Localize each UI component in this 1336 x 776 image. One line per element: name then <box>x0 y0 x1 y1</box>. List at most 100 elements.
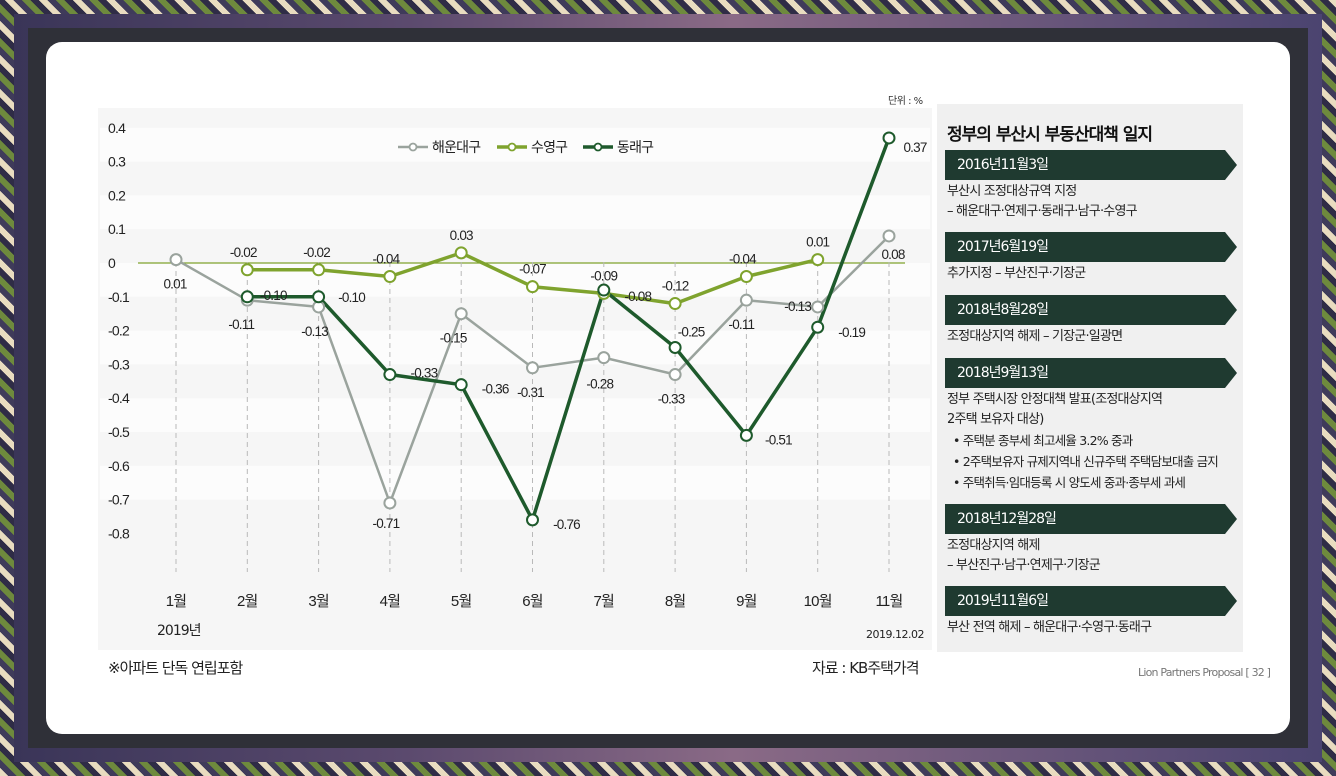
y-tick-label: 0.3 <box>108 154 126 170</box>
data-point <box>597 283 611 297</box>
data-point <box>739 270 753 284</box>
data-label: -0.33 <box>658 392 685 407</box>
data-label: -0.11 <box>729 317 755 332</box>
y-tick-label: -0.1 <box>108 289 130 305</box>
series-line <box>247 137 891 522</box>
data-label: -0.07 <box>519 262 546 277</box>
data-point <box>597 351 611 365</box>
data-label: 0.08 <box>881 247 904 262</box>
data-point <box>882 229 896 243</box>
x-tick-label: 11월 <box>876 593 903 610</box>
y-tick-label: -0.7 <box>108 492 130 508</box>
data-point <box>526 513 539 527</box>
data-point <box>383 270 397 284</box>
data-point <box>811 253 825 267</box>
event-text: 추가지정 – 부산진구·기장군 <box>947 266 1086 281</box>
y-tick-label: -0.4 <box>108 390 130 406</box>
footnote: ※아파트 단독 연립포함 <box>108 659 243 677</box>
data-point <box>312 263 326 277</box>
data-label: 0.03 <box>450 228 473 243</box>
x-tick-label: 4월 <box>380 593 401 610</box>
data-point <box>383 368 397 382</box>
data-label: 0.01 <box>163 277 186 292</box>
data-label: -0.13 <box>301 324 328 339</box>
event-date: 2016년11월3일 <box>945 150 1237 180</box>
timeline-event: 2016년11월3일 부산시 조정대상규역 지정 – 해운대구·연제구·동래구·… <box>945 150 1237 222</box>
data-label: -0.36 <box>482 382 509 397</box>
grid-band <box>100 330 930 365</box>
timeline-title: 정부의 부산시 부동산대책 일지 <box>947 125 1153 145</box>
page-footer: Lion Partners Proposal [ 32 ] <box>1138 666 1271 679</box>
event-text: 조정대상지역 해제 <box>947 538 1040 553</box>
data-point <box>454 307 468 321</box>
data-label: -0.31 <box>517 385 544 400</box>
y-tick-label: -0.3 <box>108 356 130 372</box>
data-label: -0.10 <box>260 288 287 303</box>
y-tick-label: 0.1 <box>108 221 126 237</box>
event-date: 2017년6월19일 <box>945 232 1237 262</box>
legend-label: 동래구 <box>617 139 654 155</box>
data-label: -0.28 <box>586 377 613 392</box>
data-label: -0.11 <box>228 317 254 332</box>
data-point <box>312 290 326 304</box>
data-point <box>668 341 682 354</box>
data-point <box>739 293 753 307</box>
data-label: -0.02 <box>230 245 257 260</box>
data-point <box>668 368 682 382</box>
data-point <box>169 253 183 267</box>
policy-timeline: 정부의 부산시 부동산대책 일지 2016년11월3일 부산시 조정대상규역 지… <box>937 104 1243 652</box>
data-point <box>383 496 397 510</box>
data-point <box>454 246 468 260</box>
y-tick-label: -0.5 <box>108 424 130 440</box>
grid-band <box>100 195 930 230</box>
timeline-event: 2018년8월28일 조정대상지역 해제 – 기장군·일광면 <box>945 295 1237 347</box>
event-date: 2018년8월28일 <box>945 295 1237 325</box>
source-label: 자료 : KB주택가격 <box>812 659 920 677</box>
line-chart: 0.4 0.3 0.2 0.1 0 -0.1 -0.2 -0.3 -0.4 -0.5 -0.6 -0.… <box>100 119 930 610</box>
grid-band <box>100 465 930 500</box>
event-bullet: • 주택분 종부세 최고세율 3.2% 중과 <box>953 433 1133 448</box>
data-label: -0.02 <box>303 245 330 260</box>
legend-swatch-marker <box>507 142 517 152</box>
data-label: -0.33 <box>411 366 438 381</box>
y-tick-label: 0 <box>108 255 116 271</box>
x-tick-label: 7월 <box>594 593 615 610</box>
event-text: 부산 전역 해제 – 해운대구·수영구·동래구 <box>947 620 1152 635</box>
data-label: -0.71 <box>373 516 400 531</box>
data-label: -0.19 <box>838 325 865 340</box>
legend-label: 수영구 <box>531 139 568 155</box>
x-tick-label: 6월 <box>522 593 543 610</box>
event-bullet: • 주택취득·임대등록 시 양도세 중과·종부세 과세 <box>953 475 1186 490</box>
y-tick-label: -0.2 <box>108 323 130 339</box>
event-text: – 부산진구·남구·연제구·기장군 <box>947 558 1101 573</box>
data-label: -0.08 <box>624 289 651 304</box>
event-text: 조정대상지역 해제 – 기장군·일광면 <box>947 329 1123 344</box>
data-label: -0.04 <box>729 252 757 267</box>
data-label: -0.76 <box>553 517 580 532</box>
legend-label: 해운대구 <box>432 139 481 155</box>
data-label: -0.25 <box>678 325 705 340</box>
timeline-event: 2017년6월19일 추가지정 – 부산진구·기장군 <box>945 232 1237 284</box>
data-label: 0.37 <box>903 140 926 155</box>
data-label: 0.01 <box>806 235 829 250</box>
date-label: 2019.12.02 <box>866 628 924 641</box>
x-tick-label: 1월 <box>166 593 187 610</box>
data-point <box>882 131 896 145</box>
data-point <box>739 428 753 442</box>
data-point <box>811 320 825 334</box>
data-point <box>668 297 682 311</box>
data-label: -0.09 <box>590 268 617 283</box>
event-text: 2주택 보유자 대상) <box>947 412 1044 427</box>
event-date: 2018년9월13일 <box>945 358 1237 388</box>
timeline-event: 2018년9월13일 정부 주택시장 안정대책 발표(조정대상지역 2주택 보유… <box>945 358 1237 493</box>
data-point <box>526 280 539 294</box>
legend-swatch-marker <box>408 142 418 152</box>
data-label: -0.15 <box>440 331 467 346</box>
data-label: -0.13 <box>784 299 811 314</box>
event-text: 부산시 조정대상규역 지정 <box>947 184 1077 199</box>
event-bullet: • 2주택보유자 규제지역내 신규주택 주택담보대출 금지 <box>953 454 1219 469</box>
event-date: 2019년11월6일 <box>945 586 1237 616</box>
year-label: 2019년 <box>157 623 202 639</box>
data-point <box>454 378 468 392</box>
event-text: 정부 주택시장 안정대책 발표(조정대상지역 <box>947 392 1163 407</box>
